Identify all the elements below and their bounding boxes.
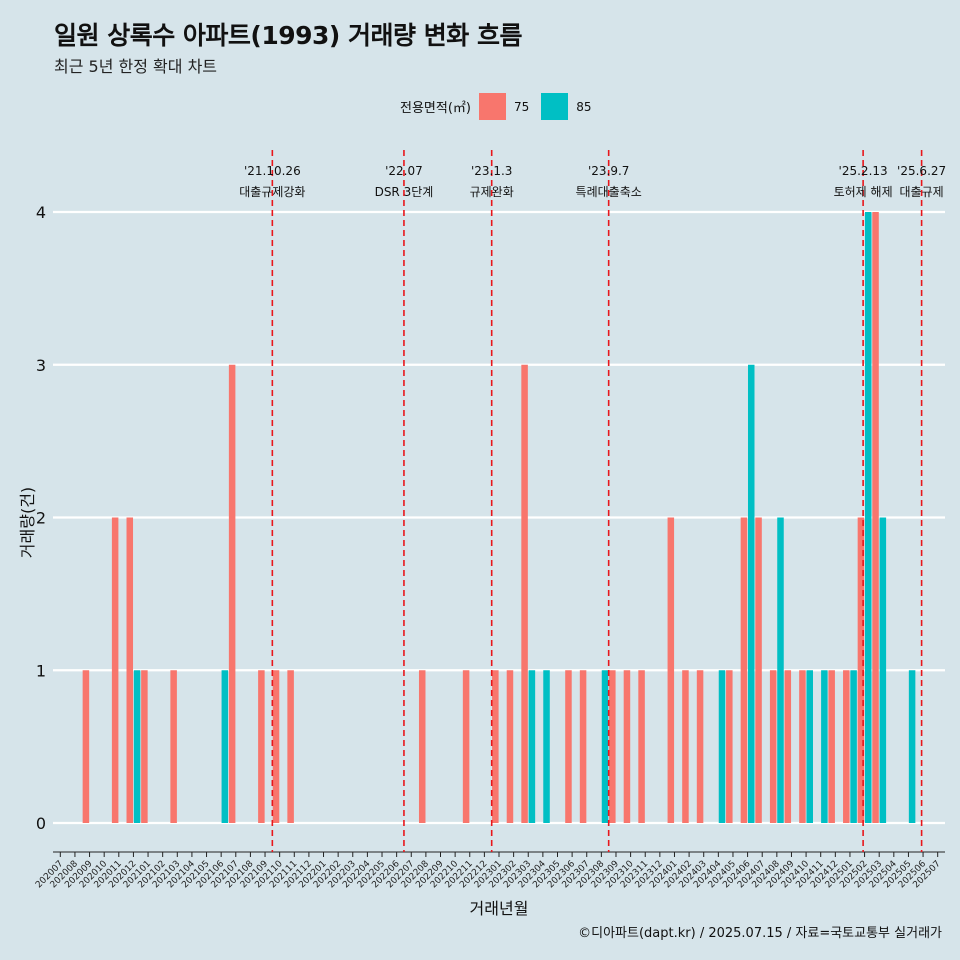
bar-75-202208	[418, 670, 426, 823]
event-date-2: '23.1.3	[471, 164, 512, 178]
event-date-5: '25.6.27	[897, 164, 946, 178]
event-date-0: '21.10.26	[244, 164, 301, 178]
x-axis-title: 거래년월	[470, 899, 529, 918]
bar-75-202401	[667, 517, 675, 823]
bar-85-202404	[718, 670, 726, 823]
bar-85-202410	[806, 670, 813, 823]
bar-75-202109	[258, 670, 265, 823]
bar-85-202303	[528, 670, 536, 823]
bar-75-202012	[126, 517, 134, 823]
event-date-3: '23.9.7	[588, 164, 629, 178]
bar-85-202304	[543, 670, 550, 823]
bar-75-202403	[696, 670, 704, 823]
bar-85-202308	[601, 670, 609, 823]
bar-75-202310	[623, 670, 631, 823]
bar-75-202405	[726, 670, 733, 823]
legend-key-75	[478, 93, 506, 120]
bar-85-202505	[908, 670, 916, 823]
bar-85-202501	[850, 670, 857, 823]
bar-75-202111	[287, 670, 294, 823]
bar-75-202309	[609, 670, 616, 823]
y-tick-label: 0	[36, 814, 46, 833]
event-date-4: '25.2.13	[839, 164, 888, 178]
bar-85-202106	[221, 670, 229, 823]
event-label-4: 토허제 해제	[834, 185, 893, 199]
legend-label-75: 75	[513, 99, 530, 114]
bar-75-202402	[682, 670, 689, 823]
bar-75-202501	[843, 670, 850, 823]
y-axis-title: 거래량(건)	[18, 487, 37, 558]
bar-75-202502	[857, 517, 865, 823]
bar-85-202408	[777, 517, 784, 823]
event-label-5: 대출규제	[900, 185, 944, 199]
bar-75-202011	[111, 517, 119, 823]
bar-75-202110	[272, 670, 280, 823]
bar-75-202103	[170, 670, 177, 823]
bar-75-202409	[784, 670, 792, 823]
y-tick-label: 4	[36, 203, 46, 222]
bar-75-202406	[740, 517, 748, 823]
bar-85-202502	[864, 212, 872, 823]
y-tick-label: 2	[36, 509, 46, 528]
bar-85-202503	[879, 517, 887, 823]
bar-75-202408	[769, 670, 777, 823]
bar-75-202101	[141, 670, 148, 823]
bar-75-202410	[799, 670, 806, 823]
legend-title: 전용면적(㎡)	[400, 101, 471, 116]
chart-subtitle: 최근 5년 한정 확대 차트	[54, 57, 218, 76]
bar-75-202302	[506, 670, 514, 823]
bar-75-202301	[492, 670, 499, 823]
y-tick-label: 1	[36, 661, 46, 680]
bar-75-202306	[565, 670, 572, 823]
bar-75-202311	[638, 670, 645, 823]
event-label-0: 대출규제강화	[239, 185, 305, 199]
chart-title: 일원 상록수 아파트(1993) 거래량 변화 흐름	[54, 21, 522, 50]
bar-75-202009	[82, 670, 90, 823]
event-label-1: DSR 3단계	[375, 185, 434, 199]
bar-85-202012	[133, 670, 141, 823]
bar-75-202303	[521, 364, 528, 823]
bar-75-202307	[579, 670, 587, 823]
bar-85-202406	[747, 364, 755, 823]
y-tick-label: 3	[36, 356, 46, 375]
bar-75-202412	[828, 670, 835, 823]
bar-75-202107	[228, 364, 236, 823]
bar-75-202211	[462, 670, 470, 823]
bar-75-202503	[872, 212, 879, 823]
caption: ©디아파트(dapt.kr) / 2025.07.15 / 자료=국토교통부 실…	[578, 926, 942, 941]
event-label-2: 규제완화	[470, 185, 514, 199]
legend: 전용면적(㎡) 75 85	[400, 93, 604, 120]
bar-75-202407	[755, 517, 762, 823]
legend-label-85: 85	[576, 99, 592, 114]
event-label-3: 특례대출축소	[576, 185, 642, 199]
bar-85-202411	[821, 670, 828, 823]
event-date-1: '22.07	[385, 164, 423, 178]
legend-key-85	[541, 93, 569, 120]
